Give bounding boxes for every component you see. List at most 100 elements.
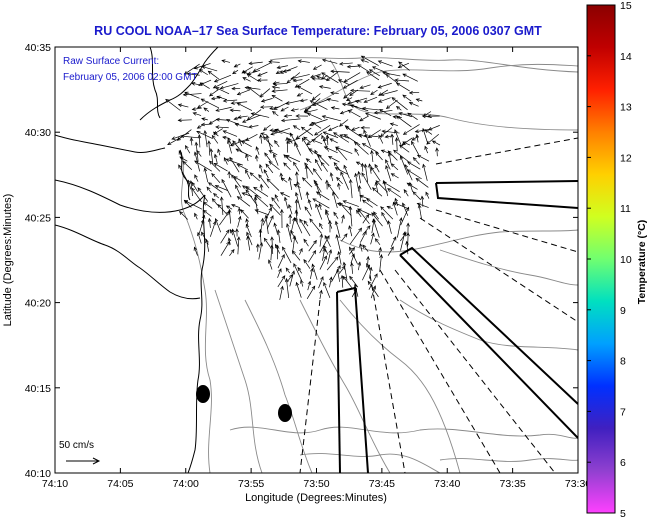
current-arrow [408, 90, 420, 95]
current-arrow [213, 162, 228, 172]
current-arrow [206, 186, 212, 194]
current-arrow [297, 266, 302, 274]
current-arrow [387, 188, 402, 198]
current-arrow [194, 160, 213, 172]
current-arrow [299, 98, 308, 103]
colorbar-tick-label: 9 [620, 305, 626, 317]
current-arrow [377, 60, 393, 67]
coastline [55, 47, 219, 473]
current-arrow [412, 191, 421, 200]
current-arrow [348, 178, 353, 199]
current-arrow [390, 163, 399, 171]
x-tick-label: 73:45 [369, 478, 395, 490]
current-arrow [227, 208, 232, 224]
transect-box-east-top [399, 246, 578, 405]
current-arrow [225, 205, 233, 210]
current-arrow [245, 153, 249, 162]
colorbar-tick-label: 7 [620, 406, 626, 418]
current-arrow [398, 112, 413, 118]
current-arrow [178, 150, 183, 157]
current-arrow [348, 225, 353, 237]
current-arrow [354, 148, 360, 156]
current-arrow [265, 163, 274, 174]
current-arrow [315, 203, 323, 220]
x-tick-label: 73:40 [434, 478, 460, 490]
current-arrow [357, 208, 370, 224]
x-tick-label: 73:30 [565, 478, 591, 490]
current-arrow [272, 82, 288, 86]
current-arrow [254, 209, 269, 216]
current-arrow [237, 115, 248, 119]
current-arrow [288, 176, 293, 190]
current-arrow [394, 78, 410, 82]
current-arrow [203, 129, 208, 148]
current-arrow [294, 142, 302, 156]
current-arrow [257, 78, 268, 82]
current-arrow [271, 197, 281, 209]
current-arrow [268, 160, 280, 171]
x-tick-label: 73:55 [238, 478, 264, 490]
current-arrow [221, 59, 231, 63]
current-arrow [343, 91, 352, 99]
current-arrow [245, 134, 258, 141]
current-arrow [392, 201, 398, 216]
current-arrow [378, 246, 382, 256]
current-arrow [299, 218, 311, 237]
current-arrow [185, 145, 191, 154]
current-arrow [337, 182, 341, 190]
current-arrow [232, 140, 243, 153]
y-tick-label: 40:25 [25, 212, 51, 224]
transect-box-south-right [336, 286, 369, 473]
current-arrow [359, 194, 369, 200]
map-background [55, 47, 578, 473]
current-arrow [236, 236, 241, 255]
current-arrow [349, 246, 358, 264]
current-arrow [372, 187, 383, 197]
current-arrow [360, 125, 370, 130]
current-arrow [268, 60, 280, 64]
current-arrow [424, 129, 433, 135]
current-arrow [347, 97, 368, 105]
current-arrow [275, 70, 282, 74]
current-arrow [403, 188, 409, 197]
current-arrow [319, 235, 330, 254]
current-arrow [283, 114, 292, 118]
current-arrow [238, 138, 242, 147]
current-arrow [415, 177, 429, 188]
current-arrow [415, 133, 420, 143]
current-arrow [237, 215, 242, 228]
y-axis: 40:35 40:30 40:25 40:20 40:15 40:10 [25, 42, 578, 480]
current-arrow [229, 108, 241, 113]
current-arrow [253, 186, 269, 197]
x-tick-label: 74:10 [42, 478, 68, 490]
transect-dashed-7 [299, 299, 321, 473]
current-arrow [211, 134, 219, 144]
current-arrow [379, 90, 398, 96]
current-arrow [194, 174, 199, 182]
current-arrow [368, 69, 380, 77]
current-arrow [402, 73, 418, 82]
current-arrow [359, 84, 371, 89]
current-arrow [360, 59, 369, 63]
current-arrow [338, 265, 346, 274]
current-arrow [292, 125, 301, 131]
current-arrow [309, 100, 328, 110]
current-arrow [424, 145, 428, 154]
current-arrow [240, 209, 249, 219]
current-arrow [264, 214, 269, 235]
current-arrow [345, 97, 353, 101]
current-arrow [234, 122, 249, 128]
current-arrow [254, 194, 269, 208]
current-arrow [236, 196, 251, 207]
current-arrow [222, 130, 238, 137]
current-arrow [371, 66, 391, 75]
x-tick-label: 73:50 [303, 478, 329, 490]
current-arrow [246, 235, 251, 251]
current-arrow [304, 164, 309, 179]
current-arrow [187, 179, 192, 190]
current-arrow [334, 167, 349, 175]
current-arrow [295, 127, 312, 140]
current-arrow [389, 122, 398, 127]
current-arrow [245, 186, 262, 199]
current-arrow [216, 95, 228, 101]
